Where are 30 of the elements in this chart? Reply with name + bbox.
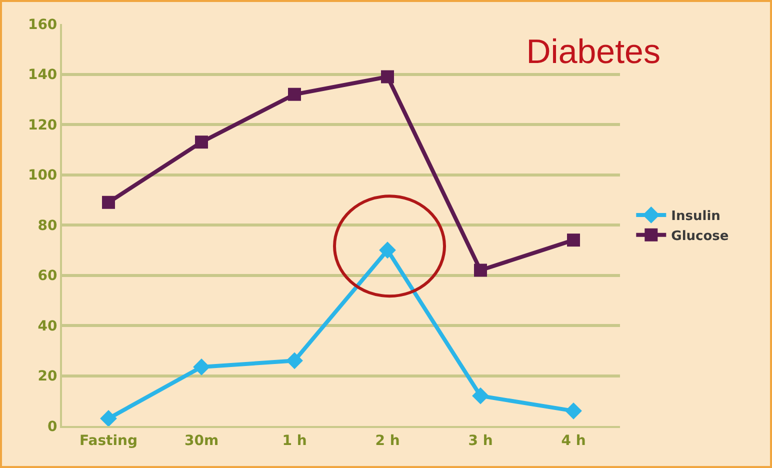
point [565,402,582,420]
y-tick-label: 80 [38,218,58,234]
y-tick-label: 140 [28,67,58,84]
y-tick-label: 60 [38,268,58,284]
x-tick-label: 3 h [468,432,493,449]
point [288,88,301,101]
y-tick-label: 0 [47,418,58,435]
x-tick-label: 4 h [561,432,586,449]
x-tick-label: 2 h [375,432,400,449]
legend-label: Glucose [671,228,729,244]
point [286,352,303,370]
x-tick-label: 30m [184,432,219,449]
point [472,387,489,404]
point [567,234,580,247]
x-tick-label: 1 h [282,432,307,449]
y-tick-label: 40 [38,318,58,334]
chart-title: Diabetes [526,32,660,71]
point [381,70,394,84]
point [100,410,117,426]
y-tick-label: 20 [38,368,58,385]
y-tick-label: 120 [28,117,58,134]
y-tick-label: 160 [28,16,58,33]
legend-label: Insulin [671,209,720,224]
point [195,136,208,149]
x-tick-label: Fasting [79,432,138,449]
point [102,196,115,209]
point [474,264,487,277]
point [193,358,210,376]
y-tick-label: 100 [28,168,58,184]
point [379,242,396,259]
